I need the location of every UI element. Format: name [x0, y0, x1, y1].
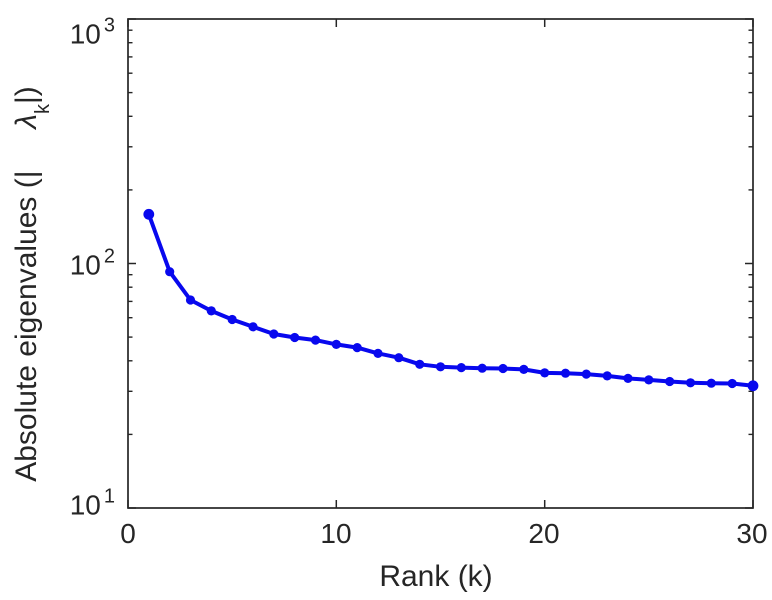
- y-axis-label: Absolute eigenvalues (| λk|): [10, 86, 54, 482]
- data-point: [435, 362, 446, 372]
- data-point: [560, 368, 571, 378]
- lambda-subscript: k: [32, 104, 54, 115]
- data-point: [310, 335, 321, 345]
- data-point: [519, 364, 529, 374]
- data-point: [747, 380, 759, 392]
- y-minor-ticks: [128, 29, 753, 436]
- x-axis-label: Rank (k): [379, 560, 493, 593]
- data-point: [477, 363, 487, 373]
- data-point: [644, 375, 654, 385]
- x-tick-label-10: 10: [320, 518, 352, 549]
- data-point: [165, 267, 175, 277]
- x-tick-label-30: 30: [736, 518, 768, 549]
- y-axis-label-suffix: |): [10, 86, 43, 105]
- data-point: [185, 295, 196, 305]
- data-point: [623, 373, 633, 383]
- data-point: [581, 369, 591, 379]
- data-point: [248, 322, 258, 332]
- data-point: [227, 314, 237, 325]
- x-tick-label-20: 20: [528, 518, 560, 549]
- data-point: [394, 353, 404, 363]
- y-tick-exponent: 1: [103, 485, 115, 508]
- y-axis-label-prefix: Absolute eigenvalues (|: [10, 170, 43, 482]
- major-ticks: [127, 18, 754, 509]
- data-point: [143, 208, 155, 220]
- y-tick-label-10: 10 1: [69, 486, 115, 522]
- y-tick-exponent: 3: [103, 14, 115, 37]
- data-point: [415, 359, 425, 369]
- y-tick-base: 10: [69, 249, 101, 281]
- lambda-symbol: λ: [10, 114, 43, 129]
- data-point: [540, 368, 550, 378]
- data-point: [331, 339, 341, 349]
- axes-box: [127, 18, 754, 509]
- data-point: [373, 348, 383, 358]
- data-points: [143, 208, 759, 392]
- data-point: [706, 378, 716, 388]
- data-line: [146, 212, 755, 388]
- data-point: [290, 332, 300, 343]
- data-point: [352, 343, 362, 353]
- y-tick-label-100: 10 2: [69, 246, 115, 282]
- data-point: [665, 376, 675, 387]
- data-point: [269, 329, 279, 339]
- y-tick-base: 10: [69, 18, 101, 50]
- data-point: [456, 363, 466, 373]
- data-point: [685, 378, 696, 388]
- data-point: [727, 378, 737, 389]
- y-tick-base: 10: [69, 489, 101, 521]
- data-point: [498, 363, 508, 374]
- y-tick-label-1000: 10 3: [69, 15, 115, 51]
- data-point: [206, 306, 216, 316]
- y-axis-label-gap: [10, 129, 43, 171]
- y-tick-exponent: 2: [103, 245, 115, 268]
- data-point: [602, 371, 612, 381]
- x-tick-label-0: 0: [120, 518, 136, 549]
